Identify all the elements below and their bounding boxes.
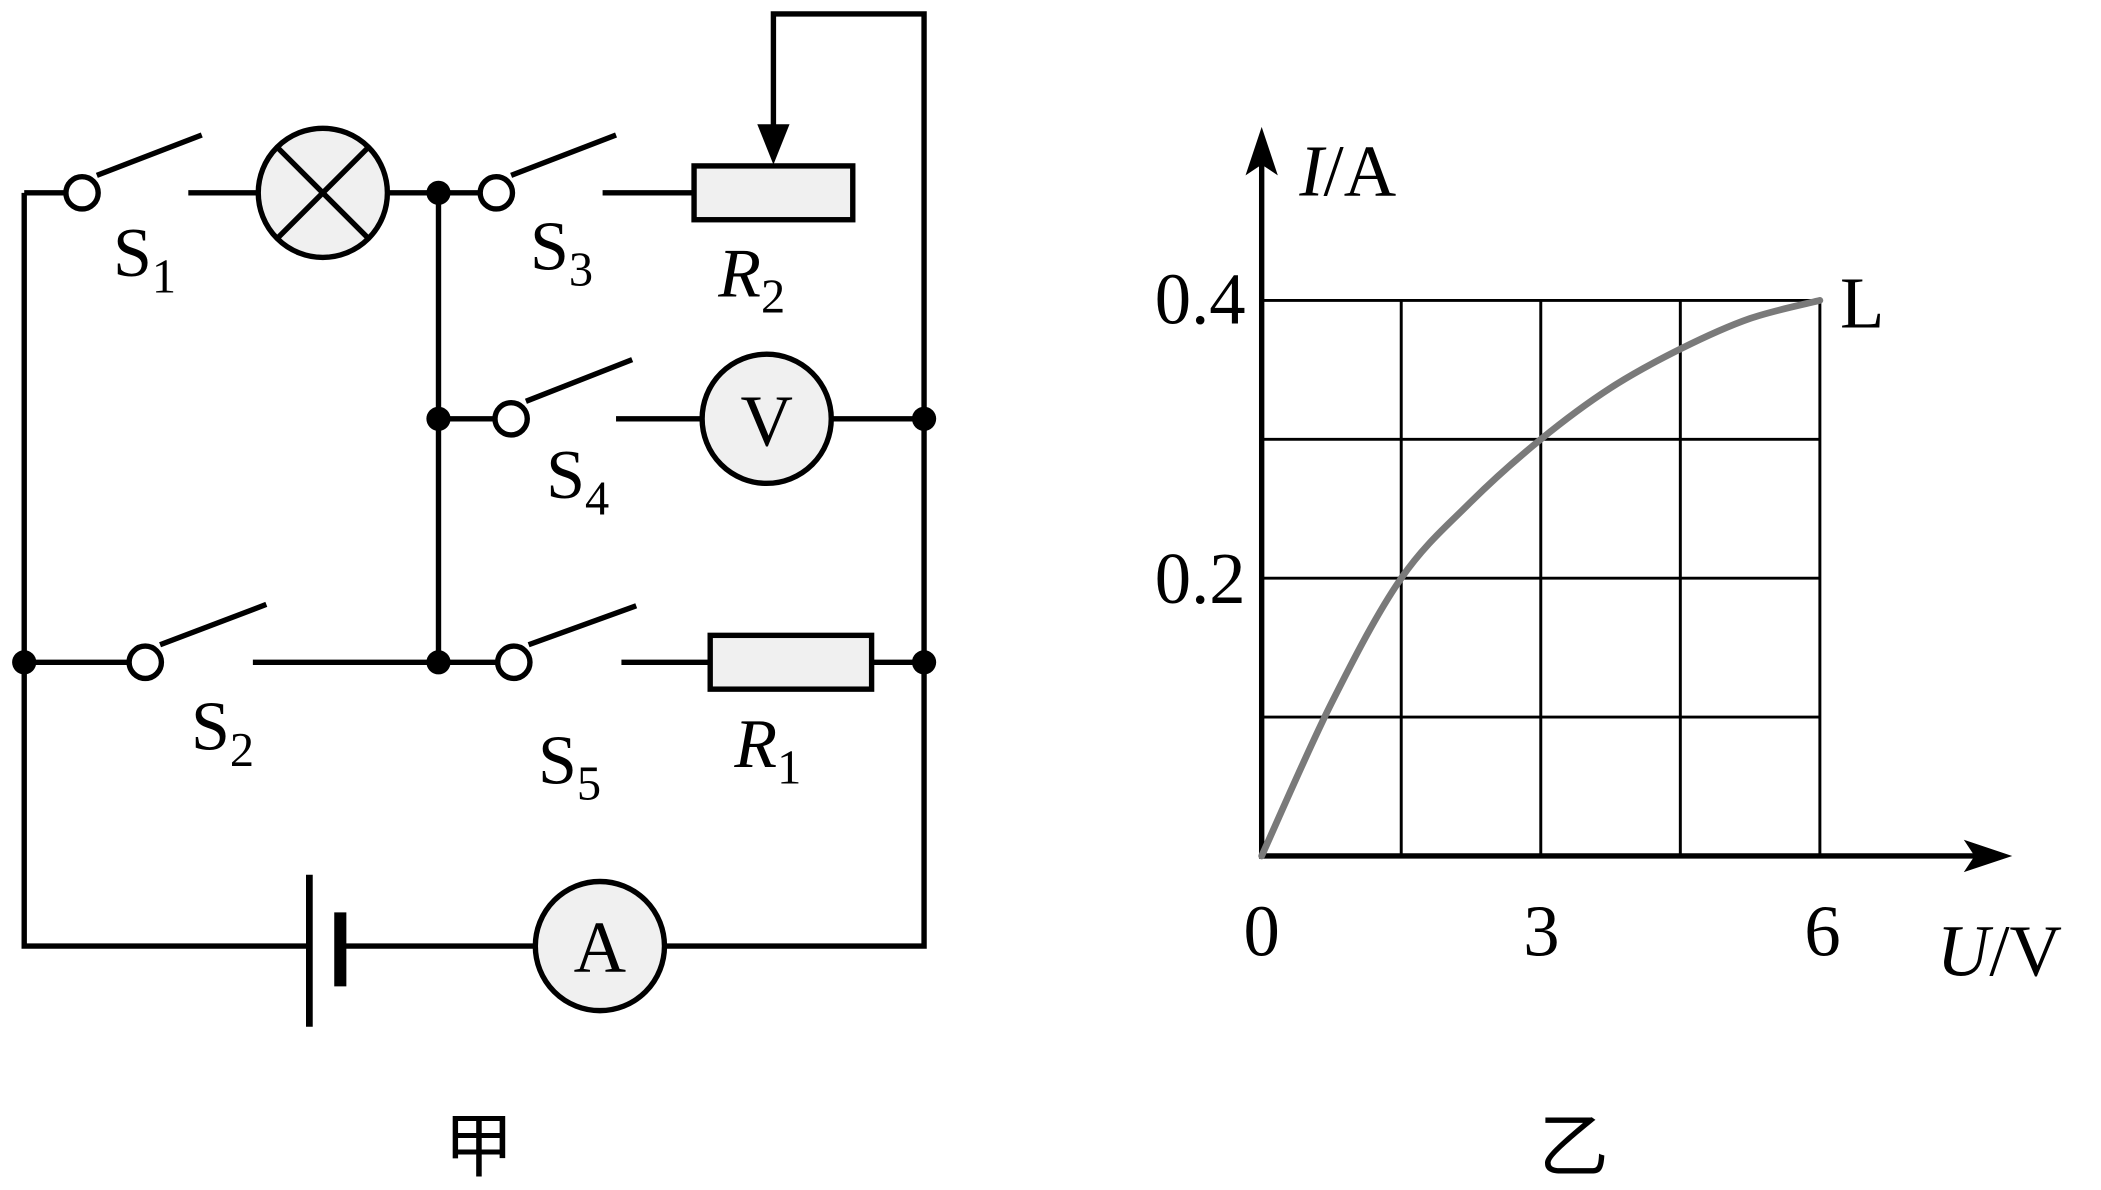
x-axis-arrow-icon [1963,839,2013,873]
caption-yi: 乙 [1539,1110,1609,1187]
voltmeter-label: V [740,381,792,462]
wire-left [21,192,310,949]
wire-rheostat-slider [664,11,927,949]
battery-icon [306,874,347,1027]
iu-chart: 0 3 6 0.2 0.4 I/A U/V L 乙 [1155,126,2062,1187]
y-tick-0.2: 0.2 [1155,538,1246,619]
junction-dots [12,180,937,675]
switch-s3[interactable] [477,132,618,212]
label-s1: S1 [113,215,176,303]
resistor-r1 [707,632,875,692]
ammeter-label: A [574,907,626,988]
rheostat-r2 [691,163,856,223]
ammeter: A [532,878,668,1014]
grid [1261,298,1822,856]
caption-jia: 甲 [444,1110,514,1187]
y-axis-label: I/A [1298,131,1396,212]
series-L-label: L [1840,262,1884,343]
series-L-line [1258,297,1824,860]
switch-s1[interactable] [63,132,203,212]
x-tick-0: 0 [1244,890,1280,971]
x-tick-6: 6 [1804,890,1840,971]
circuit-diagram: V A S1 S3 S4 S2 S5 R2 R1 甲 [12,11,937,1187]
switch-s5[interactable] [494,603,638,682]
label-r2: R2 [717,235,785,323]
switch-s4[interactable] [492,357,634,438]
lamp-icon [255,125,391,261]
label-r1: R1 [733,706,801,794]
label-s4: S4 [546,437,609,525]
voltmeter: V [699,351,834,487]
x-axis-label: U/V [1937,911,2062,992]
y-axis-arrow-icon [1245,126,1278,176]
x-tick-3: 3 [1523,890,1559,971]
rheostat-slider-arrow-icon [757,124,790,165]
label-s5: S5 [538,722,601,810]
label-s3: S3 [530,208,593,296]
y-tick-0.4: 0.4 [1155,258,1246,339]
switch-s2[interactable] [126,601,268,682]
label-s2: S2 [191,689,254,777]
